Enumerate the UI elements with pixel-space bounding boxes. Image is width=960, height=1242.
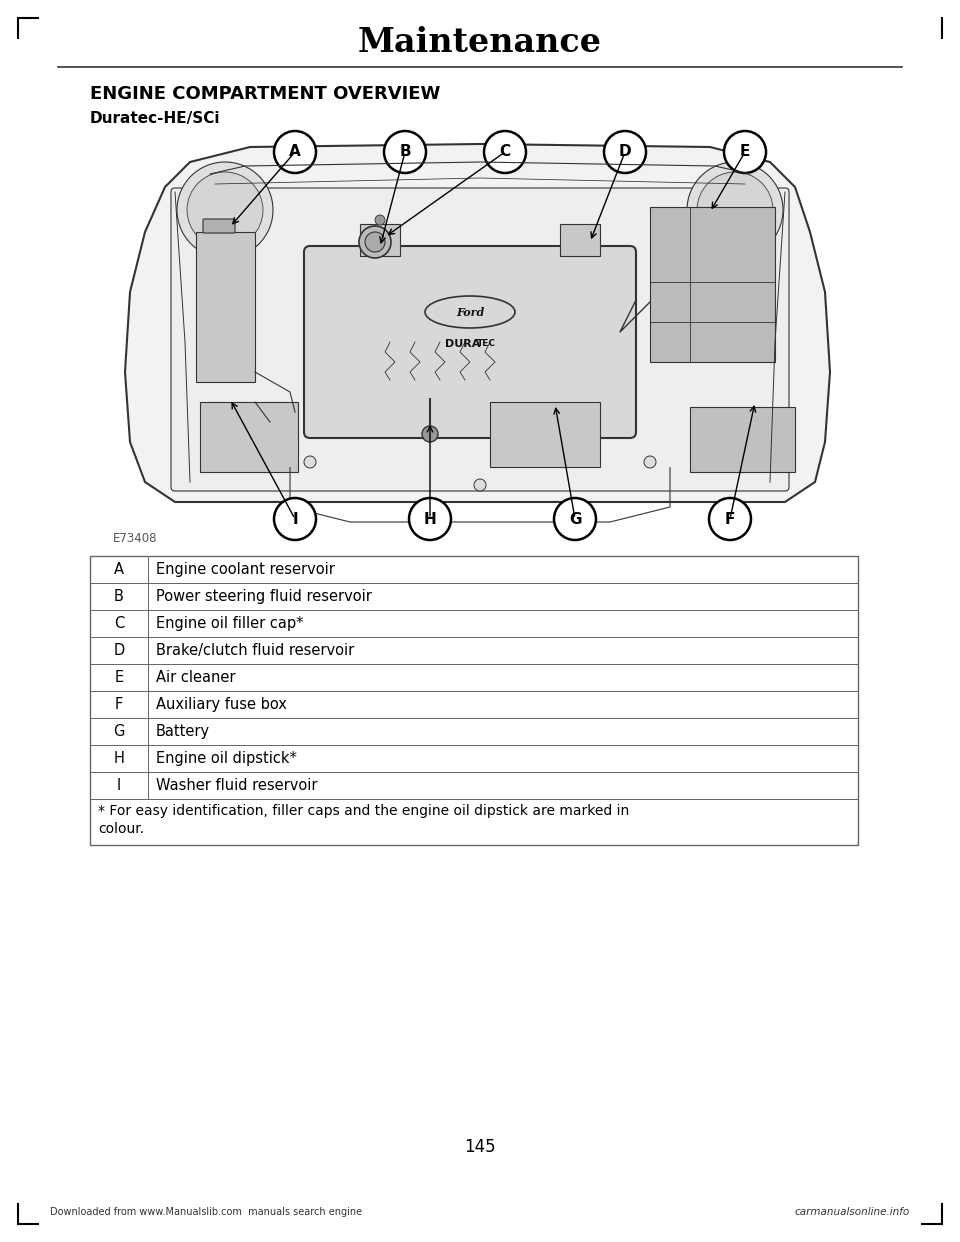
Circle shape bbox=[365, 232, 385, 252]
Circle shape bbox=[384, 130, 426, 173]
Text: Duratec-HE/SCi: Duratec-HE/SCi bbox=[90, 112, 221, 127]
Text: TEC: TEC bbox=[477, 339, 496, 349]
Circle shape bbox=[274, 130, 316, 173]
Bar bbox=[90, 664, 858, 691]
Bar bbox=[90, 799, 858, 845]
Polygon shape bbox=[125, 144, 830, 502]
Text: Engine oil dipstick*: Engine oil dipstick* bbox=[156, 751, 297, 766]
Text: A: A bbox=[114, 561, 124, 578]
Text: I: I bbox=[292, 512, 298, 527]
Text: Power steering fluid reservoir: Power steering fluid reservoir bbox=[156, 589, 372, 604]
Circle shape bbox=[422, 426, 438, 442]
FancyBboxPatch shape bbox=[200, 402, 298, 472]
Text: Engine coolant reservoir: Engine coolant reservoir bbox=[156, 561, 335, 578]
Text: C: C bbox=[114, 616, 124, 631]
Ellipse shape bbox=[425, 296, 515, 328]
Circle shape bbox=[409, 498, 451, 540]
FancyBboxPatch shape bbox=[490, 402, 600, 467]
Bar bbox=[90, 718, 858, 745]
Bar bbox=[90, 582, 858, 610]
FancyBboxPatch shape bbox=[196, 232, 255, 383]
Text: * For easy identification, filler caps and the engine oil dipstick are marked in: * For easy identification, filler caps a… bbox=[98, 804, 629, 836]
Bar bbox=[90, 773, 858, 799]
Text: Battery: Battery bbox=[156, 724, 210, 739]
Circle shape bbox=[274, 498, 316, 540]
Bar bbox=[90, 610, 858, 637]
Circle shape bbox=[644, 456, 656, 468]
Circle shape bbox=[709, 498, 751, 540]
Text: E: E bbox=[740, 144, 750, 159]
Text: DURA: DURA bbox=[445, 339, 480, 349]
Text: H: H bbox=[113, 751, 125, 766]
Text: Air cleaner: Air cleaner bbox=[156, 669, 235, 686]
Text: G: G bbox=[113, 724, 125, 739]
Text: carmanualsonline.info: carmanualsonline.info bbox=[795, 1207, 910, 1217]
Text: F: F bbox=[725, 512, 735, 527]
Bar bbox=[90, 745, 858, 773]
FancyBboxPatch shape bbox=[650, 207, 775, 361]
Text: Brake/clutch fluid reservoir: Brake/clutch fluid reservoir bbox=[156, 643, 354, 658]
Circle shape bbox=[187, 171, 263, 248]
Text: A: A bbox=[289, 144, 300, 159]
Text: ENGINE COMPARTMENT OVERVIEW: ENGINE COMPARTMENT OVERVIEW bbox=[90, 84, 441, 103]
Text: 145: 145 bbox=[465, 1138, 495, 1156]
FancyBboxPatch shape bbox=[560, 224, 600, 256]
Text: Downloaded from www.Manualslib.com  manuals search engine: Downloaded from www.Manualslib.com manua… bbox=[50, 1207, 362, 1217]
FancyBboxPatch shape bbox=[304, 246, 636, 438]
FancyBboxPatch shape bbox=[203, 219, 235, 233]
Text: E73408: E73408 bbox=[113, 533, 157, 545]
Text: B: B bbox=[399, 144, 411, 159]
Text: Ford: Ford bbox=[456, 307, 484, 318]
Text: G: G bbox=[568, 512, 581, 527]
FancyBboxPatch shape bbox=[171, 188, 789, 491]
Circle shape bbox=[604, 130, 646, 173]
Circle shape bbox=[474, 479, 486, 491]
Circle shape bbox=[484, 130, 526, 173]
FancyBboxPatch shape bbox=[360, 224, 400, 256]
Bar bbox=[90, 691, 858, 718]
Bar bbox=[90, 556, 858, 845]
Circle shape bbox=[724, 130, 766, 173]
Text: I: I bbox=[117, 777, 121, 792]
Circle shape bbox=[687, 161, 783, 258]
Text: D: D bbox=[113, 643, 125, 658]
FancyBboxPatch shape bbox=[690, 407, 795, 472]
Text: C: C bbox=[499, 144, 511, 159]
Text: B: B bbox=[114, 589, 124, 604]
Text: H: H bbox=[423, 512, 437, 527]
Circle shape bbox=[359, 226, 391, 258]
Text: Auxiliary fuse box: Auxiliary fuse box bbox=[156, 697, 287, 712]
Circle shape bbox=[554, 498, 596, 540]
Text: D: D bbox=[618, 144, 632, 159]
Text: F: F bbox=[115, 697, 123, 712]
Circle shape bbox=[697, 171, 773, 248]
Bar bbox=[90, 556, 858, 582]
Text: Engine oil filler cap*: Engine oil filler cap* bbox=[156, 616, 303, 631]
Text: E: E bbox=[114, 669, 124, 686]
Bar bbox=[90, 637, 858, 664]
Text: Washer fluid reservoir: Washer fluid reservoir bbox=[156, 777, 318, 792]
Circle shape bbox=[375, 215, 385, 225]
Text: Maintenance: Maintenance bbox=[358, 26, 602, 58]
Circle shape bbox=[304, 456, 316, 468]
Circle shape bbox=[177, 161, 273, 258]
